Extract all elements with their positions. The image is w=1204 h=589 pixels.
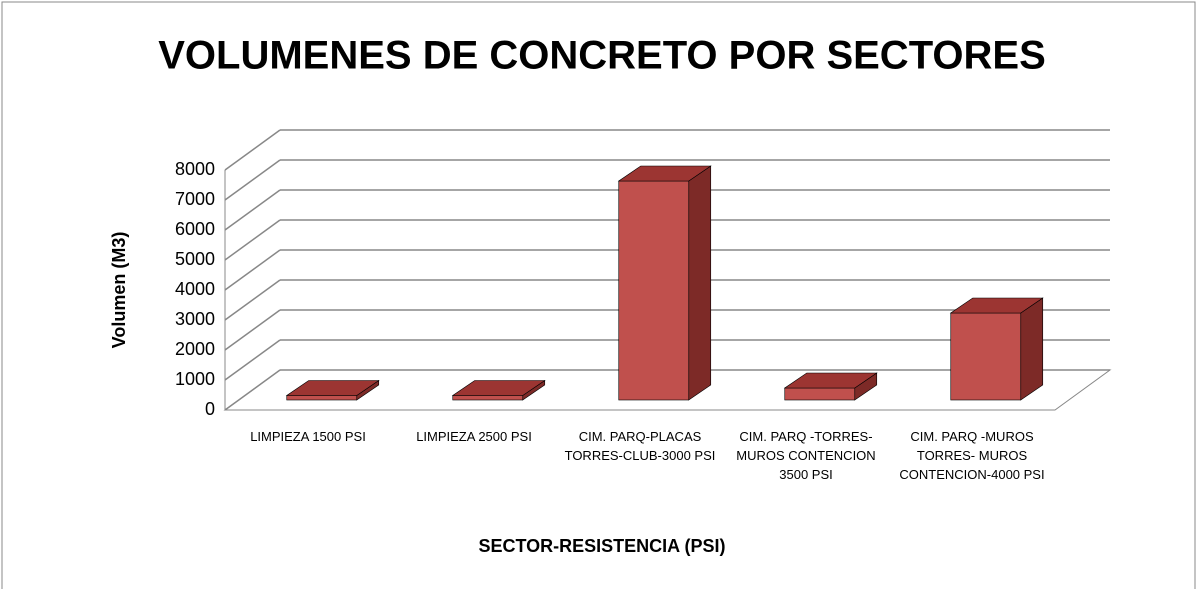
- x-axis-title: SECTOR-RESISTENCIA (PSI): [478, 536, 725, 556]
- grid-line: [224, 279, 281, 321]
- y-tick-label: 0: [205, 399, 215, 419]
- bar: [286, 395, 358, 401]
- y-tick-label: 7000: [175, 189, 215, 209]
- chart-title: VOLUMENES DE CONCRETO POR SECTORES: [158, 34, 1046, 78]
- bar-top: [783, 372, 878, 389]
- grid-line: [224, 159, 281, 201]
- grid-line: [224, 219, 281, 261]
- y-axis-title: Volumen (M3): [109, 232, 129, 349]
- y-tick-label: 1000: [175, 369, 215, 389]
- bar: [784, 387, 856, 401]
- bar-top: [617, 165, 712, 182]
- grid-line: [224, 369, 281, 411]
- grid-line: [224, 249, 281, 291]
- y-tick-label: 2000: [175, 339, 215, 359]
- bar-top: [451, 380, 546, 396]
- grid-line: [224, 309, 281, 351]
- bar: [452, 395, 524, 401]
- x-tick-label: CIM. PARQ -TORRES- MUROS CONTENCION 3500…: [736, 429, 876, 482]
- grid-line: [224, 189, 281, 231]
- y-tick-label: 5000: [175, 249, 215, 269]
- x-tick-label: LIMPIEZA 1500 PSI: [250, 429, 366, 444]
- y-tick-label: 4000: [175, 279, 215, 299]
- y-tick-label: 6000: [175, 219, 215, 239]
- grid-line: [224, 339, 281, 381]
- y-tick-label: 3000: [175, 309, 215, 329]
- x-tick-label: LIMPIEZA 2500 PSI: [416, 429, 532, 444]
- x-tick-label: CIM. PARQ -MUROS TORRES- MUROS CONTENCIO…: [899, 429, 1045, 482]
- bar-top: [949, 297, 1044, 314]
- bar-side: [688, 165, 712, 401]
- y-tick-label: 8000: [175, 159, 215, 179]
- bar: [950, 312, 1022, 401]
- bar-side: [1020, 297, 1044, 401]
- grid-line: [224, 129, 281, 171]
- x-tick-label: CIM. PARQ-PLACAS TORRES-CLUB-3000 PSI: [564, 429, 716, 463]
- bar-top: [285, 380, 380, 396]
- bar: [618, 180, 690, 401]
